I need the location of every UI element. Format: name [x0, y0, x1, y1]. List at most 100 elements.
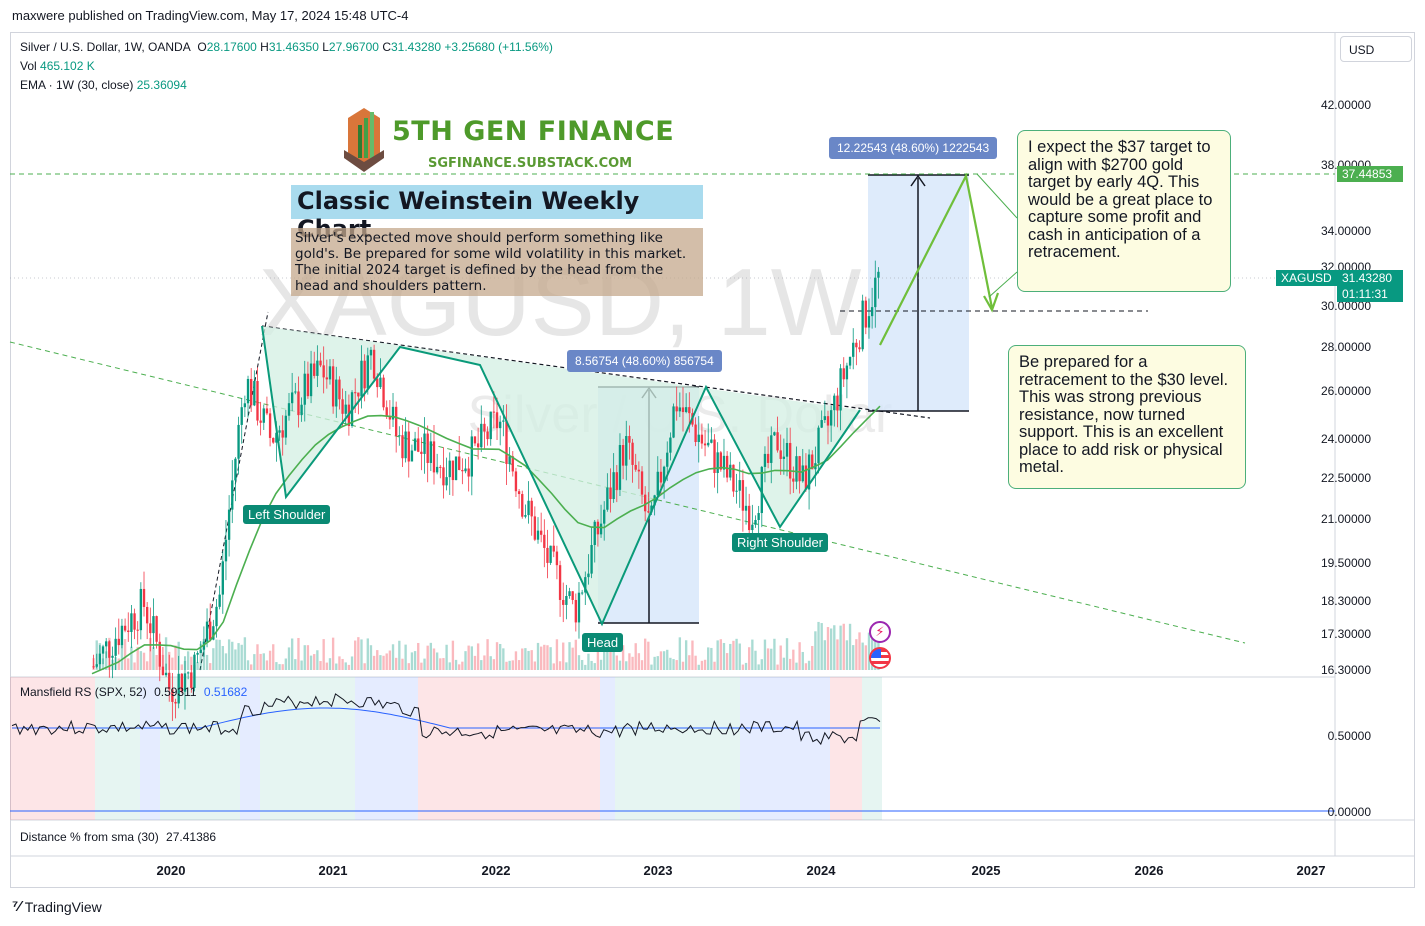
- volume-bar: [237, 643, 240, 670]
- distance-legend[interactable]: Distance % from sma (30) 27.41386: [20, 830, 216, 844]
- retrace-note: Be prepared for a retracement to the $30…: [1008, 345, 1246, 489]
- price-axis-label: 17.30000: [1320, 627, 1371, 642]
- candle-body: [483, 423, 486, 432]
- footer-brand[interactable]: ⁷⁄ TradingView: [12, 898, 102, 915]
- volume-bar: [432, 648, 436, 670]
- candle-body: [246, 378, 250, 404]
- candle-body: [842, 368, 845, 380]
- candle-body: [303, 373, 306, 405]
- candle-body: [511, 456, 514, 472]
- candle-body: [804, 465, 808, 490]
- volume-bar: [234, 649, 237, 670]
- volume-bar: [404, 644, 407, 670]
- volume-bar: [618, 660, 622, 670]
- volume-bar: [284, 658, 288, 670]
- change-value: +3.25680 (+11.56%): [444, 40, 553, 54]
- volume-bar: [647, 641, 650, 670]
- volume-bar: [826, 627, 830, 670]
- volume-bar: [615, 655, 618, 670]
- candle-body: [823, 416, 827, 421]
- candle-body: [681, 407, 685, 413]
- candle-body: [502, 420, 505, 422]
- candle-body: [470, 436, 473, 477]
- volume-bar: [754, 650, 757, 670]
- candle-body: [861, 300, 864, 350]
- volume-bar: [795, 662, 798, 670]
- volume-bar: [543, 644, 546, 670]
- volume-bar: [792, 649, 795, 670]
- volume-bar: [130, 646, 133, 670]
- volume-bar: [514, 651, 518, 670]
- candle-body: [325, 377, 328, 380]
- currency-button[interactable]: USD: [1340, 36, 1412, 62]
- candle-body: [795, 456, 798, 482]
- volume-bar: [628, 653, 631, 670]
- rs-ma-line: [12, 707, 880, 729]
- candle-body: [574, 599, 578, 623]
- candle-body: [792, 478, 795, 482]
- volume-bar: [272, 644, 275, 670]
- distance-value: 27.41386: [166, 830, 217, 844]
- candle-body: [848, 356, 852, 366]
- candle-body: [215, 606, 218, 627]
- flash-icon[interactable]: ⚡: [869, 621, 891, 643]
- candle-body: [473, 436, 477, 444]
- volume-bar: [476, 643, 480, 670]
- volume-bar: [823, 640, 827, 670]
- candle-body: [388, 416, 392, 420]
- candle-body: [571, 591, 574, 600]
- candle-body: [694, 424, 697, 443]
- us-flag-icon[interactable]: [869, 647, 891, 669]
- candle-body: [719, 452, 722, 470]
- volume-bar: [123, 639, 127, 670]
- symbol-legend[interactable]: Silver / U.S. Dollar, 1W, OANDA O28.1760…: [20, 40, 553, 54]
- candle-body: [770, 435, 773, 463]
- volume-bar: [807, 660, 811, 670]
- volume-bar: [842, 623, 845, 670]
- candle-body: [432, 441, 436, 473]
- volume-bar: [722, 642, 726, 670]
- candle-body: [603, 509, 606, 524]
- mansfield-legend[interactable]: Mansfield RS (SPX, 52) 0.59311 0.51682: [20, 685, 247, 699]
- candle-body: [640, 471, 644, 495]
- volume-bar: [426, 645, 429, 670]
- volume-legend[interactable]: Vol 465.102 K: [20, 59, 95, 73]
- candle-body: [533, 516, 537, 540]
- candle-body: [464, 468, 467, 472]
- candle-body: [864, 300, 867, 328]
- volume-bar: [155, 654, 158, 670]
- candle-body: [543, 534, 546, 548]
- ema-legend[interactable]: EMA · 1W (30, close) 25.36094: [20, 78, 187, 92]
- candle-body: [738, 480, 741, 491]
- volume-bar: [420, 662, 423, 670]
- candle-body: [410, 450, 414, 462]
- volume-bar: [817, 621, 820, 670]
- candle-body: [517, 491, 521, 495]
- candle-body: [379, 377, 382, 388]
- candle-body: [385, 407, 388, 417]
- candle-body: [105, 641, 108, 647]
- candle-body: [609, 487, 612, 500]
- volume-bar: [725, 653, 729, 670]
- volume-bar: [625, 661, 628, 670]
- rs-band: [830, 677, 862, 820]
- candle-body: [423, 433, 426, 454]
- candle-body: [212, 626, 215, 640]
- volume-bar: [669, 657, 672, 670]
- volume-bar: [394, 657, 398, 670]
- volume-bar: [303, 645, 306, 670]
- volume-bar: [221, 646, 224, 670]
- volume-bar: [190, 656, 193, 670]
- candle-body: [142, 588, 146, 607]
- volume-bar: [770, 648, 773, 670]
- candle-body: [111, 655, 114, 658]
- volume-bar: [435, 652, 439, 670]
- volume-bar: [757, 664, 760, 670]
- time-axis-label: 2024: [806, 863, 836, 878]
- volume-bar: [713, 661, 716, 670]
- candle-body: [766, 453, 770, 463]
- candle-body: [562, 599, 565, 605]
- volume-bar: [256, 644, 259, 670]
- candle-body: [401, 435, 404, 459]
- volume-bar: [287, 647, 291, 670]
